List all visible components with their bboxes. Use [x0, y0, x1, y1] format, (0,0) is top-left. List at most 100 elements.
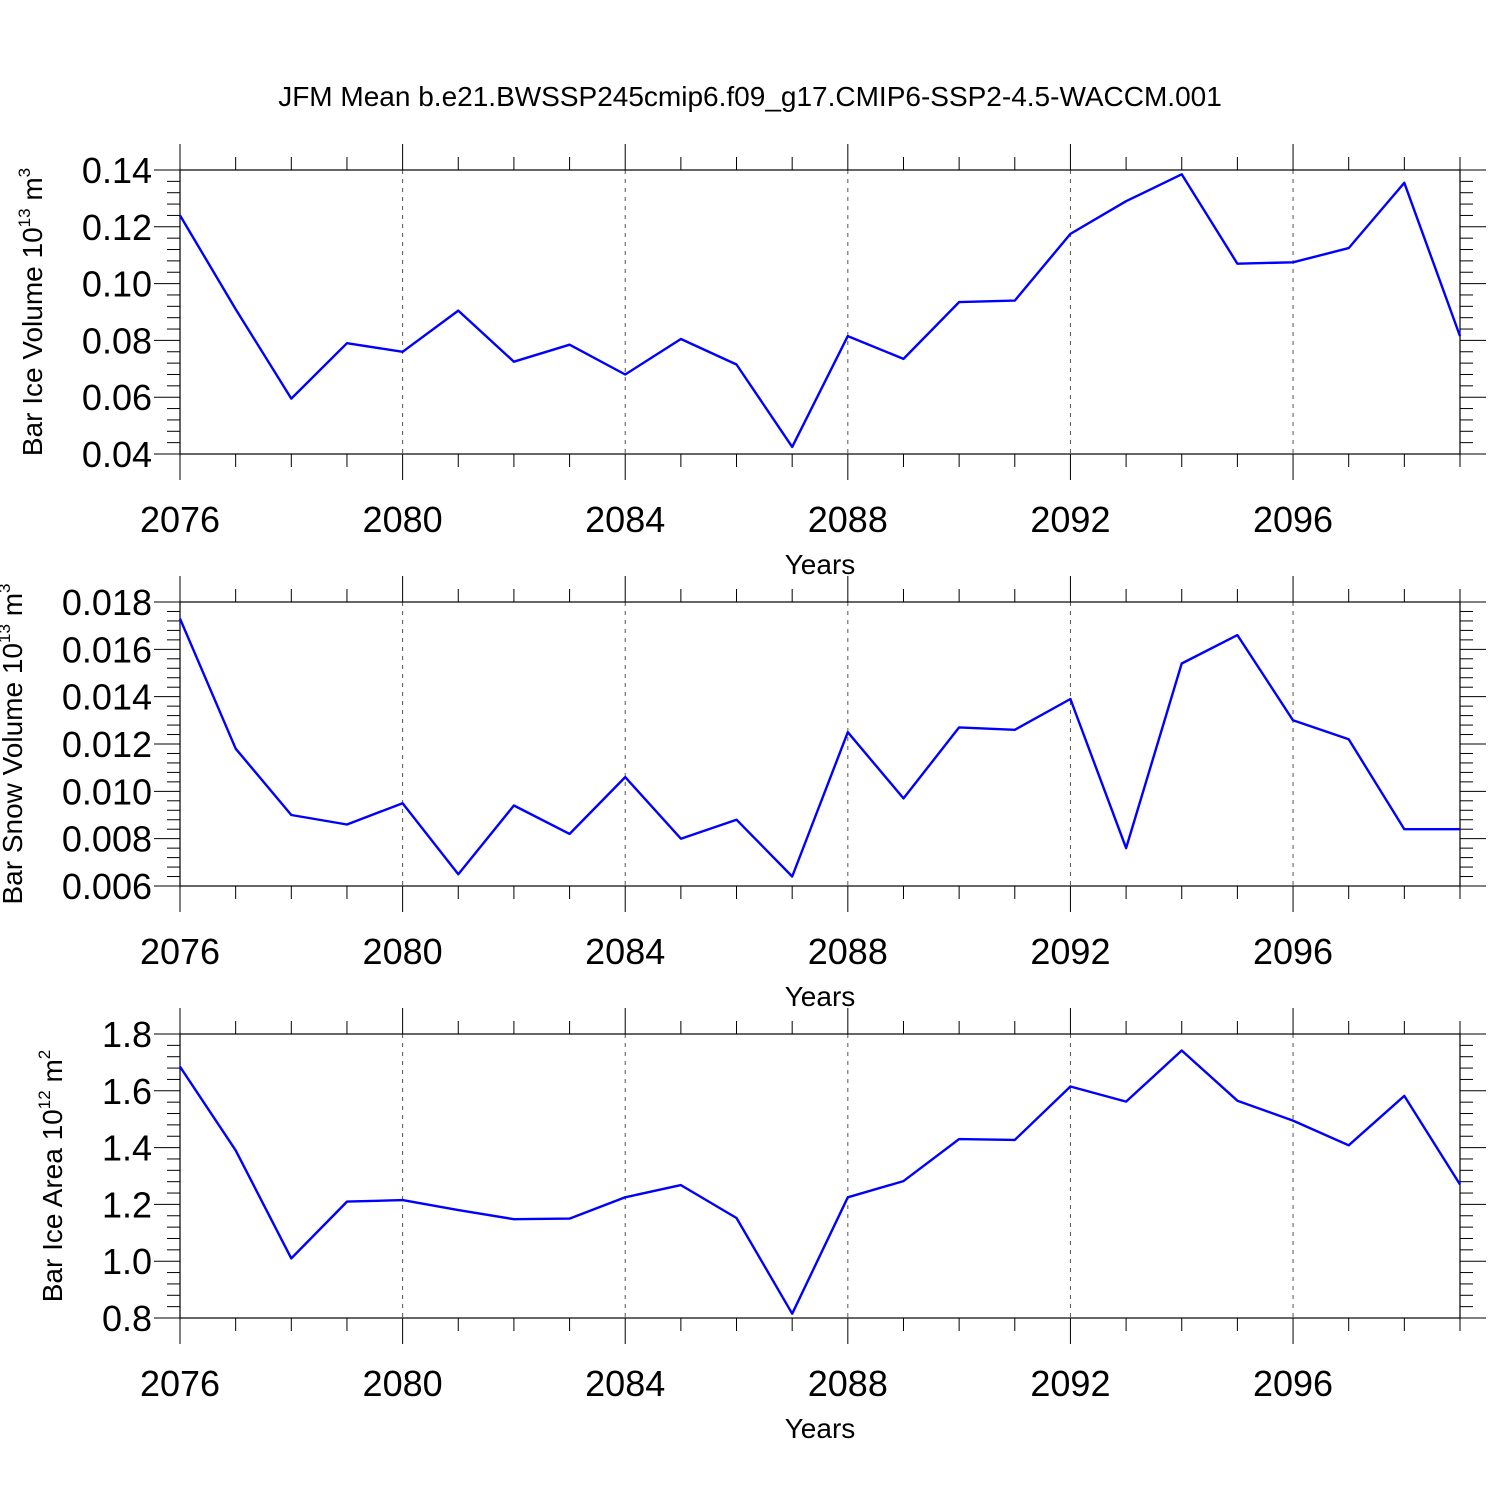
- data-point: [1180, 662, 1184, 666]
- chart-panel-snow-volume: 2076 2080 2084 2088 2092 2096 Years 0.006 0.008 0…: [0, 576, 1486, 1012]
- data-point: [289, 1256, 293, 1260]
- y-tick-label: 1.4: [102, 1128, 152, 1169]
- plot-frame: [179, 601, 1461, 887]
- data-point: [345, 1200, 349, 1204]
- y-axis-label-exponent: 12: [35, 1090, 54, 1109]
- x-tick-label: 2088: [808, 499, 888, 540]
- y-tick-label: 0.014: [62, 677, 152, 718]
- x-tick-label: 2096: [1253, 499, 1333, 540]
- y-tick-label: 0.06: [82, 377, 152, 418]
- data-point: [568, 343, 572, 347]
- y-tick-label: 0.12: [82, 207, 152, 248]
- data-point: [1347, 246, 1351, 250]
- chart-panel-ice-area: 2076 2080 2084 2088 2092 2096 Years 0.8 1.0 1.2 1.…: [35, 1008, 1486, 1444]
- data-point: [568, 832, 572, 836]
- y-axis-label-unit-exponent: 2: [35, 1050, 54, 1059]
- x-tick-label: 2088: [808, 931, 888, 972]
- data-point: [790, 445, 794, 449]
- data-point: [1013, 728, 1017, 732]
- data-point: [1291, 260, 1295, 264]
- series-line: [179, 1049, 1462, 1315]
- data-point: [1235, 633, 1239, 637]
- y-tick-label: 0.018: [62, 582, 152, 623]
- data-point: [456, 309, 460, 313]
- data-point: [178, 617, 182, 621]
- data-point: [345, 822, 349, 826]
- y-axis-label-exponent: 13: [15, 208, 34, 227]
- data-point: [1013, 1138, 1017, 1142]
- data-point: [401, 1198, 405, 1202]
- y-tick-label: 1.2: [102, 1184, 152, 1225]
- x-tick-label: 2084: [585, 931, 665, 972]
- data-point: [1180, 172, 1184, 176]
- y-axis-label-exponent: 13: [0, 624, 14, 643]
- chart-panel-ice-volume: 2076 2080 2084 2088 2092 2096 Years 0.04 0.06 0.0…: [15, 144, 1486, 580]
- y-tick-label: 0.10: [82, 264, 152, 305]
- x-tick-label: 2076: [140, 499, 220, 540]
- x-tick-label: 2092: [1030, 1363, 1110, 1404]
- x-axis-label: Years: [785, 1413, 856, 1444]
- data-point: [234, 1148, 238, 1152]
- data-point: [846, 334, 850, 338]
- data-point: [1291, 718, 1295, 722]
- series-line: [178, 618, 1460, 878]
- data-point: [901, 357, 905, 361]
- data-point: [1291, 1119, 1295, 1123]
- y-tick-label: 0.14: [82, 150, 152, 191]
- data-point: [178, 213, 182, 217]
- data-point: [679, 337, 683, 341]
- data-point: [735, 1216, 739, 1220]
- data-point: [568, 1217, 572, 1221]
- data-point: [790, 1312, 794, 1316]
- series-line: [178, 173, 1462, 449]
- x-tick-label: 2080: [363, 931, 443, 972]
- data-point: [234, 747, 238, 751]
- x-tick-label: 2096: [1253, 1363, 1333, 1404]
- y-axis-label-unit: m: [37, 1059, 68, 1090]
- data-point: [401, 350, 405, 354]
- y-tick-label: 0.006: [62, 866, 152, 907]
- x-tick-label: 2092: [1030, 931, 1110, 972]
- data-point: [623, 1195, 627, 1199]
- y-axis-label: Bar Snow Volume 1013 m3: [0, 584, 28, 905]
- data-point: [178, 1065, 182, 1069]
- data-point: [289, 813, 293, 817]
- y-axis-label-text: Bar Ice Area 10: [37, 1109, 68, 1302]
- data-point: [1458, 334, 1462, 338]
- y-tick-label: 0.08: [82, 320, 152, 361]
- data-point: [1180, 1048, 1184, 1052]
- y-tick-label: 0.8: [102, 1298, 152, 1339]
- x-tick-label: 2076: [140, 1363, 220, 1404]
- x-tick-label: 2080: [363, 499, 443, 540]
- data-point: [1013, 299, 1017, 303]
- x-axis-label: Years: [785, 981, 856, 1012]
- data-point: [1124, 846, 1128, 850]
- data-point: [846, 1195, 850, 1199]
- x-tick-label: 2088: [808, 1363, 888, 1404]
- data-point: [790, 875, 794, 879]
- x-tick-label: 2080: [363, 1363, 443, 1404]
- data-point: [1124, 1100, 1128, 1104]
- data-point: [679, 1183, 683, 1187]
- data-point: [901, 1179, 905, 1183]
- data-point: [1458, 827, 1462, 831]
- data-point: [401, 801, 405, 805]
- y-tick-label: 1.6: [102, 1071, 152, 1112]
- y-tick-label: 1.0: [102, 1241, 152, 1282]
- y-axis-label: Bar Ice Volume 1013 m3: [15, 168, 48, 456]
- data-point: [1458, 1183, 1462, 1187]
- data-point: [512, 360, 516, 364]
- x-tick-label: 2096: [1253, 931, 1333, 972]
- y-tick-label: 0.04: [82, 434, 152, 475]
- figure-title: JFM Mean b.e21.BWSSP245cmip6.f09_g17.CMI…: [278, 81, 1222, 112]
- y-axis-label-unit: m: [0, 593, 28, 624]
- data-point: [1068, 697, 1072, 701]
- data-point: [901, 796, 905, 800]
- y-tick-label: 0.010: [62, 771, 152, 812]
- data-point: [957, 1137, 961, 1141]
- plot-frame: [179, 1033, 1461, 1319]
- data-point: [345, 341, 349, 345]
- data-point: [234, 307, 238, 311]
- data-point: [1347, 1143, 1351, 1147]
